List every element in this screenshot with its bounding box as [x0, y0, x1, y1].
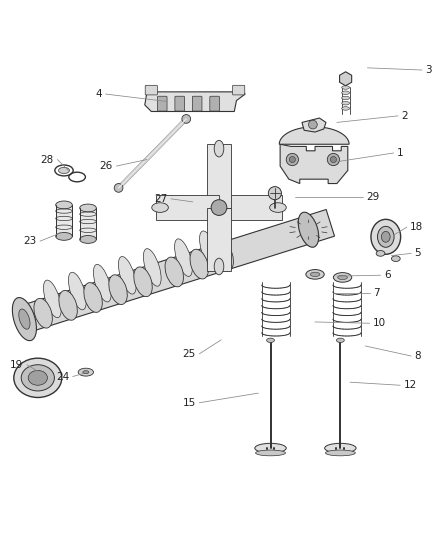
- Ellipse shape: [14, 358, 62, 398]
- FancyBboxPatch shape: [145, 85, 157, 95]
- Circle shape: [289, 157, 295, 163]
- Ellipse shape: [80, 236, 96, 244]
- Polygon shape: [155, 195, 219, 220]
- Ellipse shape: [310, 272, 320, 277]
- Polygon shape: [56, 205, 72, 236]
- Polygon shape: [14, 209, 335, 334]
- Ellipse shape: [215, 241, 233, 271]
- Circle shape: [286, 154, 298, 166]
- Text: 15: 15: [183, 398, 196, 408]
- Circle shape: [211, 200, 227, 215]
- Ellipse shape: [68, 272, 86, 310]
- Ellipse shape: [43, 280, 61, 318]
- Circle shape: [308, 120, 317, 129]
- Ellipse shape: [56, 201, 72, 209]
- Text: 8: 8: [415, 351, 421, 361]
- Ellipse shape: [93, 264, 111, 302]
- Text: 2: 2: [402, 111, 408, 121]
- Circle shape: [182, 115, 191, 123]
- Ellipse shape: [378, 227, 394, 247]
- Ellipse shape: [298, 212, 319, 247]
- Ellipse shape: [255, 443, 286, 453]
- Text: 19: 19: [10, 360, 23, 370]
- Text: 24: 24: [56, 372, 69, 382]
- Ellipse shape: [342, 101, 350, 105]
- FancyBboxPatch shape: [157, 96, 167, 111]
- Text: 26: 26: [100, 161, 113, 171]
- Polygon shape: [207, 207, 231, 271]
- Circle shape: [114, 183, 123, 192]
- Ellipse shape: [78, 368, 93, 376]
- Ellipse shape: [392, 256, 400, 262]
- Ellipse shape: [325, 450, 355, 456]
- Ellipse shape: [165, 257, 184, 287]
- Text: 10: 10: [373, 318, 386, 328]
- Ellipse shape: [306, 270, 324, 279]
- Polygon shape: [80, 208, 96, 239]
- Text: 5: 5: [415, 248, 421, 259]
- Text: 28: 28: [41, 155, 54, 165]
- FancyBboxPatch shape: [233, 85, 245, 95]
- Ellipse shape: [28, 370, 47, 385]
- Ellipse shape: [333, 272, 352, 282]
- Ellipse shape: [342, 107, 350, 110]
- Ellipse shape: [143, 249, 161, 286]
- Ellipse shape: [267, 338, 275, 343]
- Polygon shape: [219, 195, 283, 220]
- Ellipse shape: [109, 275, 127, 304]
- Polygon shape: [207, 144, 231, 207]
- Ellipse shape: [336, 338, 344, 343]
- Ellipse shape: [152, 203, 168, 212]
- Ellipse shape: [56, 232, 72, 240]
- Polygon shape: [280, 144, 348, 183]
- Polygon shape: [339, 72, 352, 86]
- Ellipse shape: [83, 370, 89, 374]
- Ellipse shape: [214, 140, 224, 157]
- Ellipse shape: [34, 298, 53, 328]
- Circle shape: [268, 187, 282, 200]
- Ellipse shape: [342, 91, 350, 94]
- Polygon shape: [279, 127, 349, 144]
- Ellipse shape: [19, 309, 30, 329]
- Circle shape: [327, 154, 339, 166]
- Polygon shape: [302, 118, 326, 132]
- Circle shape: [330, 157, 336, 163]
- Ellipse shape: [376, 251, 385, 256]
- Ellipse shape: [59, 167, 70, 174]
- Text: 25: 25: [183, 349, 196, 359]
- Ellipse shape: [59, 290, 78, 320]
- Ellipse shape: [338, 275, 347, 280]
- Ellipse shape: [270, 203, 286, 212]
- Ellipse shape: [21, 365, 54, 391]
- Ellipse shape: [118, 256, 136, 294]
- Text: 7: 7: [373, 288, 380, 298]
- Text: 3: 3: [426, 65, 432, 75]
- FancyBboxPatch shape: [175, 96, 184, 111]
- Ellipse shape: [84, 282, 102, 312]
- Ellipse shape: [214, 258, 224, 275]
- Text: 1: 1: [397, 148, 404, 158]
- Ellipse shape: [371, 220, 401, 254]
- Ellipse shape: [342, 96, 350, 100]
- Ellipse shape: [200, 231, 217, 269]
- Text: 23: 23: [23, 236, 36, 246]
- Polygon shape: [145, 92, 245, 111]
- Text: 6: 6: [384, 270, 391, 280]
- Text: 27: 27: [154, 194, 167, 204]
- Text: 4: 4: [95, 89, 102, 99]
- Ellipse shape: [342, 86, 350, 89]
- Ellipse shape: [325, 443, 356, 453]
- Text: 12: 12: [404, 380, 417, 390]
- Ellipse shape: [134, 267, 152, 297]
- FancyBboxPatch shape: [192, 96, 202, 111]
- Ellipse shape: [175, 239, 192, 277]
- Ellipse shape: [381, 231, 390, 243]
- Text: 29: 29: [367, 192, 380, 201]
- Ellipse shape: [190, 249, 208, 279]
- Ellipse shape: [256, 450, 286, 456]
- FancyBboxPatch shape: [210, 96, 219, 111]
- Ellipse shape: [12, 297, 36, 341]
- Ellipse shape: [80, 204, 96, 212]
- Text: 18: 18: [410, 222, 424, 232]
